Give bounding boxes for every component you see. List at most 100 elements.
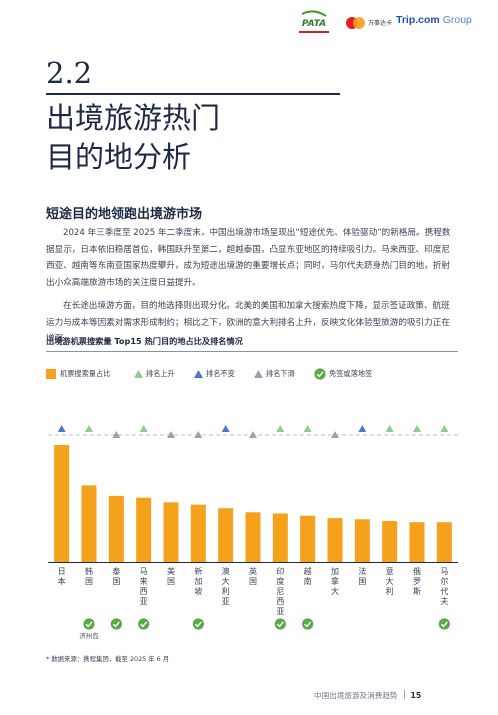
checkmark-circle-icon-9 bbox=[302, 618, 314, 630]
category-label-11-1: 国 bbox=[358, 577, 366, 586]
bar-4 bbox=[163, 502, 179, 562]
legend-bar-label: 机票搜索量占比 bbox=[60, 369, 111, 378]
checkmark-circle-icon-1 bbox=[83, 618, 95, 630]
mastercard-yellow-circle bbox=[353, 17, 365, 29]
checkmark-path-14 bbox=[440, 621, 448, 628]
page-number: 15 bbox=[410, 691, 422, 700]
category-label-5-2: 坡 bbox=[194, 586, 202, 596]
checkmark-path-8 bbox=[276, 621, 284, 628]
category-label-9-0: 越 bbox=[304, 566, 312, 576]
category-label-14-0: 马 bbox=[440, 567, 448, 576]
category-label-14-3: 夫 bbox=[440, 596, 448, 606]
checkmark-circle-icon-5 bbox=[192, 618, 204, 630]
bar-10 bbox=[327, 518, 343, 562]
checkmark-path-1 bbox=[85, 621, 93, 628]
category-label-8-2: 尼 bbox=[276, 587, 284, 596]
mastercard-text: 万事达卡 bbox=[368, 20, 393, 27]
category-label-5-0: 新 bbox=[194, 566, 202, 576]
category-label-8-0: 印 bbox=[276, 567, 284, 576]
category-label-6-3: 亚 bbox=[222, 597, 230, 606]
category-label-6-1: 大 bbox=[222, 576, 230, 586]
checkmark-circle-icon-14 bbox=[438, 618, 450, 630]
rank-up-icon-9 bbox=[303, 425, 312, 432]
legend-visa-label: 免签或落地签 bbox=[329, 369, 373, 378]
section-title-line1: 出境旅游热门 bbox=[46, 101, 221, 135]
rank-down-icon-7 bbox=[249, 431, 257, 438]
category-label-3-0: 马 bbox=[140, 567, 148, 576]
pata-logo: PATA bbox=[299, 10, 329, 33]
category-label-3-3: 亚 bbox=[140, 597, 148, 606]
category-label-10-1: 拿 bbox=[331, 576, 339, 586]
category-label-8-1: 度 bbox=[276, 576, 284, 586]
rank-down-icon-2 bbox=[112, 431, 121, 438]
rank-up-icon-1 bbox=[85, 425, 93, 432]
rank-up-icon-8 bbox=[276, 425, 285, 432]
category-label-10-0: 加 bbox=[331, 566, 339, 576]
category-label-0-1: 本 bbox=[58, 576, 66, 586]
rank-up-icon-12 bbox=[385, 425, 394, 432]
rank-up-icon-13 bbox=[413, 425, 421, 432]
category-label-3-2: 西 bbox=[140, 587, 148, 596]
chart-title: 出境游机票搜索量 Top15 热门目的地占比及排名情况 bbox=[46, 336, 243, 346]
category-label-6-2: 利 bbox=[222, 586, 230, 596]
section-title-line2: 目的地分析 bbox=[46, 140, 192, 174]
bar-14 bbox=[436, 522, 452, 562]
checkmark-circle-icon-2 bbox=[110, 618, 122, 630]
category-label-13-1: 罗 bbox=[413, 577, 421, 586]
bar-0 bbox=[54, 445, 70, 562]
bar-1 bbox=[81, 485, 97, 562]
legend-same-label: 排名不变 bbox=[206, 369, 235, 378]
rank-same-icon-11 bbox=[358, 425, 367, 432]
bar-13 bbox=[409, 522, 425, 562]
checkmark-circle-icon-8 bbox=[274, 618, 286, 630]
category-label-1-0: 韩 bbox=[85, 566, 93, 576]
pata-logo-text: PATA bbox=[302, 19, 326, 29]
trip-logo: Trip.com Group bbox=[396, 14, 472, 26]
category-label-5-1: 加 bbox=[194, 576, 202, 586]
category-label-0-0: 日 bbox=[58, 567, 66, 576]
category-label-4-0: 美 bbox=[167, 566, 175, 576]
title-rule bbox=[46, 93, 340, 95]
category-label-9-1: 南 bbox=[304, 576, 312, 586]
checkmark-path-9 bbox=[304, 621, 312, 628]
bar-5 bbox=[190, 504, 206, 562]
category-label-8-3: 西 bbox=[276, 597, 284, 606]
category-label-11-0: 法 bbox=[358, 566, 366, 576]
rank-down-icon-4 bbox=[167, 431, 175, 438]
legend-up-label: 排名上升 bbox=[146, 369, 175, 378]
bar-7 bbox=[245, 512, 261, 562]
category-label-4-1: 国 bbox=[167, 577, 175, 586]
trip-brand: Trip.com bbox=[396, 14, 440, 26]
legend-down-label: 排名下滑 bbox=[266, 369, 295, 378]
category-label-3-1: 来 bbox=[140, 577, 148, 586]
legend-bar-swatch bbox=[46, 369, 56, 379]
bar-8 bbox=[272, 513, 288, 562]
checkmark-circle-icon bbox=[314, 368, 326, 380]
checkmark-path-3 bbox=[140, 621, 148, 628]
category-label-12-1: 大 bbox=[386, 576, 394, 586]
paragraph-1: 2024 年三季度至 2025 年二季度末，中国出境游市场呈现出“短途优先、体验… bbox=[46, 228, 451, 288]
rank-same-icon-6 bbox=[221, 425, 230, 432]
bar-9 bbox=[300, 515, 316, 562]
rank-down-icon-5 bbox=[194, 431, 203, 438]
category-label-14-2: 代 bbox=[440, 586, 448, 596]
footnote: * 数据来源：携程集团，截至 2025 年 6 月 bbox=[46, 655, 170, 663]
category-label-1-1: 国 bbox=[85, 577, 93, 586]
trip-group: Group bbox=[442, 14, 472, 26]
category-label-7-0: 英 bbox=[249, 566, 257, 576]
subheading: 短途目的地领跑出境游市场 bbox=[46, 207, 203, 222]
category-label-10-2: 大 bbox=[331, 586, 339, 596]
category-label-6-0: 澳 bbox=[222, 566, 230, 576]
bar-6 bbox=[218, 508, 234, 562]
category-label-8-4: 亚 bbox=[276, 607, 284, 616]
rank-up-icon-3 bbox=[139, 425, 148, 432]
bar-12 bbox=[382, 521, 398, 562]
category-label-14-1: 尔 bbox=[440, 576, 448, 586]
category-label-7-1: 国 bbox=[249, 577, 257, 586]
category-label-13-2: 斯 bbox=[413, 586, 421, 596]
footer-separator bbox=[403, 690, 405, 699]
visa-note: 济州岛 bbox=[79, 631, 99, 640]
category-label-12-2: 利 bbox=[386, 586, 394, 596]
section-number: 2.2 bbox=[46, 56, 93, 90]
triangle-down-icon bbox=[254, 370, 263, 378]
